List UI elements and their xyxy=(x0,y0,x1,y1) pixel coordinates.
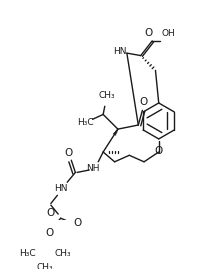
Text: H₃C: H₃C xyxy=(77,118,93,127)
Text: OH: OH xyxy=(162,29,176,38)
Text: O: O xyxy=(65,148,73,158)
Text: O: O xyxy=(155,146,163,156)
Text: CH₃: CH₃ xyxy=(37,263,53,269)
Text: H₃C: H₃C xyxy=(19,249,35,258)
Text: HN: HN xyxy=(54,184,67,193)
Text: O: O xyxy=(74,218,82,228)
Text: O: O xyxy=(145,28,153,38)
Text: NH: NH xyxy=(86,164,100,173)
Text: O: O xyxy=(139,97,147,107)
Text: O: O xyxy=(47,208,55,218)
Text: HN: HN xyxy=(114,47,127,56)
Text: CH₃: CH₃ xyxy=(99,91,116,100)
Text: O: O xyxy=(45,228,53,238)
Text: CH₃: CH₃ xyxy=(55,249,71,258)
